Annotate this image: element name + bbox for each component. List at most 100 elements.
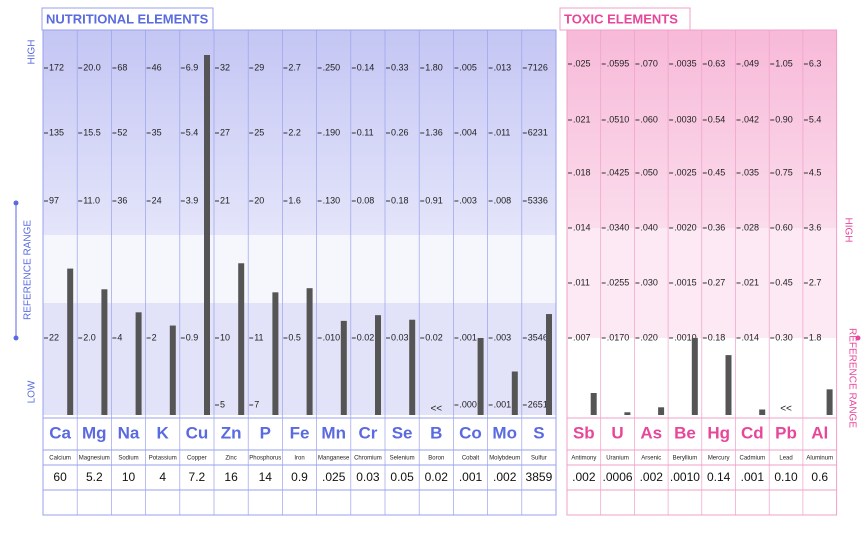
range-dot [855,335,861,341]
element-symbol: K [157,423,170,442]
element-symbol: Al [811,423,828,442]
tick-label: 29 [254,62,264,72]
element-name: Mercury [708,456,730,462]
tick-label: 4.5 [809,167,822,177]
element-result: .002 [640,470,664,484]
tick-label: .0510 [607,114,630,124]
tick-label: 15.5 [83,127,101,137]
element-name: Calcium [49,456,71,462]
element-result: 4 [159,470,166,484]
tick-label: 5336 [528,195,548,205]
tick-label: 2651 [528,399,548,409]
result-bar [759,409,766,415]
tick-label: 3546 [528,332,548,342]
tick-label: .0425 [607,167,630,177]
result-bar [725,355,732,415]
result-bar [546,314,552,415]
tick-label: 36 [117,195,127,205]
tick-label: .060 [640,114,658,124]
band [43,235,556,303]
tick-label: 0.03 [391,332,409,342]
tick-label: 1.6 [288,195,301,205]
tick-label: .013 [494,62,512,72]
band [43,303,556,415]
tick-label: 0.45 [775,277,793,287]
side-label: HIGH [27,40,38,65]
element-result: .025 [322,470,346,484]
tick-label: 7126 [528,62,548,72]
element-name: Iron [294,456,304,462]
element-result: 60 [53,470,67,484]
tick-label: 0.02 [425,332,443,342]
element-symbol: Hg [707,423,730,442]
element-symbol: As [640,423,662,442]
tick-label: 135 [49,127,64,137]
tick-label: 20 [254,195,264,205]
tick-label: 0.91 [425,195,443,205]
tick-label: 97 [49,195,59,205]
element-result: 10 [122,470,136,484]
result-bar [272,292,279,415]
element-symbol: S [533,423,544,442]
tick-label: 1.80 [425,62,443,72]
tick-label: 2.0 [83,332,96,342]
tick-label: 0.75 [775,167,793,177]
tick-label: .003 [459,195,477,205]
element-result: 5.2 [86,470,103,484]
element-symbol: Ca [49,423,71,442]
tick-label: .0020 [674,222,697,232]
element-symbol: Cu [186,423,209,442]
element-result: .002 [572,470,596,484]
side-label: LOW [27,380,38,403]
element-name: Molybdeum [489,456,520,462]
tick-label: .0595 [607,58,630,68]
tick-label: .250 [323,62,341,72]
result-bar [477,338,484,415]
element-result: .002 [493,470,517,484]
element-symbol: B [430,423,442,442]
element-symbol: Se [392,423,413,442]
element-symbol: Zn [221,423,242,442]
element-name: Cadmium [740,456,766,462]
tick-label: .014 [742,332,760,342]
result-bar [691,338,698,415]
tick-label: 0.33 [391,62,409,72]
tick-label: 21 [220,195,230,205]
tick-label: .020 [640,332,658,342]
tick-label: 46 [152,62,162,72]
tick-label: 6231 [528,127,548,137]
element-symbol: Cr [358,423,377,442]
tick-label: .021 [573,114,591,124]
element-symbol: Mg [82,423,107,442]
tick-label: 10 [220,332,230,342]
below-range-marker: << [430,404,442,415]
tick-label: 0.45 [708,167,726,177]
element-result: 7.2 [189,470,206,484]
tick-label: .049 [742,58,760,68]
tick-label: .011 [494,127,511,137]
section-title: TOXIC ELEMENTS [564,11,678,26]
element-symbol: Fe [290,423,310,442]
tick-label: 2.2 [288,127,301,137]
tick-label: 0.02 [357,332,375,342]
result-bar [590,393,597,415]
tick-label: 0.36 [708,222,726,232]
tick-label: .018 [573,167,591,177]
element-result: 16 [224,470,238,484]
tick-label: .011 [573,277,590,287]
element-name: Manganese [318,456,350,462]
element-result: 0.02 [425,470,449,484]
tick-label: .028 [742,222,760,232]
element-result: 14 [259,470,273,484]
tick-label: 0.11 [357,127,374,137]
element-result: 0.6 [811,470,828,484]
tick-label: 1.05 [775,58,793,68]
tick-label: 2.7 [288,62,301,72]
tick-label: .000 [459,399,477,409]
element-symbol: Pb [775,423,797,442]
tick-label: 0.08 [357,195,375,205]
tick-label: 20.0 [83,62,101,72]
tick-label: .001 [459,332,477,342]
tick-label: .0255 [607,277,630,287]
